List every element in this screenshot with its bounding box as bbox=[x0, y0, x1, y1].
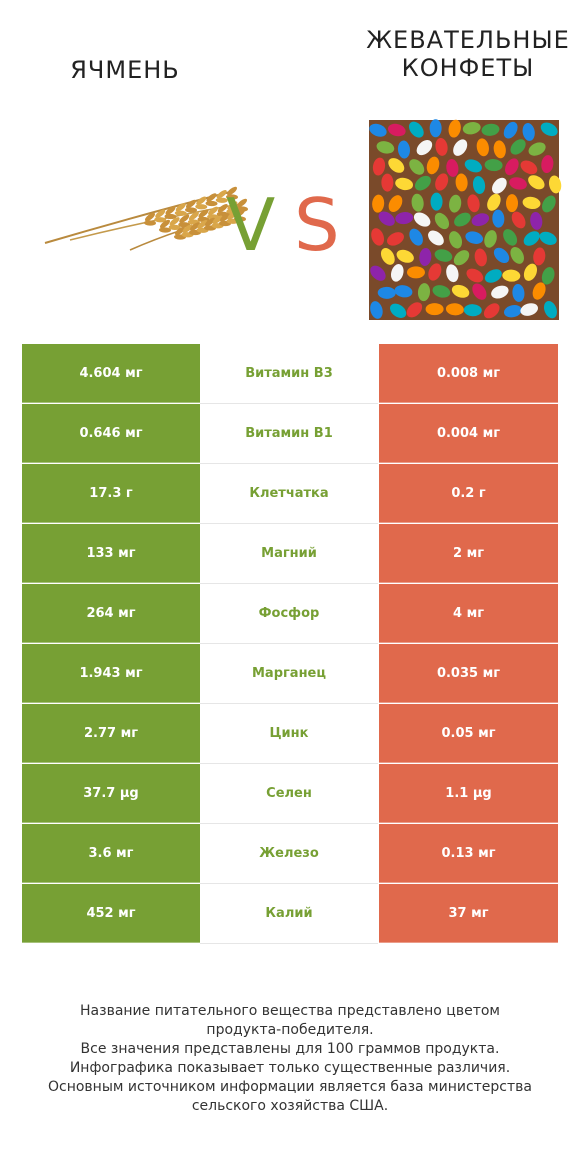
left-value-cell: 4.604 мг bbox=[22, 344, 200, 403]
left-value-cell: 1.943 мг bbox=[22, 644, 200, 703]
table-row: 37.7 µg Селен 1.1 µg bbox=[22, 764, 558, 823]
footnote-line: Основным источником информации является … bbox=[48, 1079, 532, 1095]
table-row: 4.604 мг Витамин B3 0.008 мг bbox=[22, 344, 558, 403]
row-divider bbox=[200, 403, 378, 404]
left-value-cell: 0.646 мг bbox=[22, 404, 200, 463]
hero-illustration: V S bbox=[44, 119, 562, 320]
right-value-cell: 4 мг bbox=[379, 584, 558, 643]
table-row: 0.646 мг Витамин B1 0.004 мг bbox=[22, 404, 558, 463]
nutrient-name-cell: Цинк bbox=[200, 704, 378, 763]
row-divider bbox=[200, 763, 378, 764]
row-divider bbox=[200, 943, 378, 944]
vs-letter-v: V bbox=[226, 183, 275, 267]
table-row: 17.3 г Клетчатка 0.2 г bbox=[22, 464, 558, 523]
nutrient-name-cell: Витамин B1 bbox=[200, 404, 378, 463]
row-divider bbox=[200, 703, 378, 704]
left-value-cell: 37.7 µg bbox=[22, 764, 200, 823]
right-value-cell: 0.008 мг bbox=[379, 344, 558, 403]
nutrient-name-cell: Магний bbox=[200, 524, 378, 583]
row-divider bbox=[200, 463, 378, 464]
table-row: 2.77 мг Цинк 0.05 мг bbox=[22, 704, 558, 763]
left-value-cell: 264 мг bbox=[22, 584, 200, 643]
row-divider bbox=[200, 883, 378, 884]
left-value-cell: 3.6 мг bbox=[22, 824, 200, 883]
right-value-cell: 2 мг bbox=[379, 524, 558, 583]
footnote: Название питательного вещества представл… bbox=[20, 1002, 560, 1116]
row-divider bbox=[200, 523, 378, 524]
right-product-title: ЖЕВАТЕЛЬНЫЕ КОНФЕТЫ bbox=[360, 26, 576, 82]
row-divider bbox=[200, 643, 378, 644]
table-row: 133 мг Магний 2 мг bbox=[22, 524, 558, 583]
right-value-cell: 0.2 г bbox=[379, 464, 558, 523]
vs-letter-s: S bbox=[294, 183, 340, 267]
right-value-cell: 1.1 µg bbox=[379, 764, 558, 823]
right-value-cell: 0.035 мг bbox=[379, 644, 558, 703]
footnote-line: Инфографика показывает только существенн… bbox=[69, 1060, 511, 1076]
left-value-cell: 452 мг bbox=[22, 884, 200, 943]
right-value-cell: 0.004 мг bbox=[379, 404, 558, 463]
left-value-cell: 2.77 мг bbox=[22, 704, 200, 763]
nutrient-name-cell: Клетчатка bbox=[200, 464, 378, 523]
table-row: 452 мг Калий 37 мг bbox=[22, 884, 558, 943]
right-value-cell: 0.05 мг bbox=[379, 704, 558, 763]
jelly-beans-icon bbox=[369, 119, 562, 320]
table-row: 3.6 мг Железо 0.13 мг bbox=[22, 824, 558, 883]
row-divider bbox=[200, 583, 378, 584]
nutrient-name-cell: Марганец bbox=[200, 644, 378, 703]
table-row: 264 мг Фосфор 4 мг bbox=[22, 584, 558, 643]
left-product-title: ЯЧМЕНЬ bbox=[70, 56, 180, 84]
right-value-cell: 37 мг bbox=[379, 884, 558, 943]
row-divider bbox=[200, 823, 378, 824]
footnote-line: сельского хозяйства США. bbox=[191, 1098, 389, 1114]
footnote-line: продукта-победителя. bbox=[206, 1022, 374, 1038]
left-value-cell: 17.3 г bbox=[22, 464, 200, 523]
right-value-cell: 0.13 мг bbox=[379, 824, 558, 883]
footnote-line: Название питательного вещества представл… bbox=[80, 1003, 500, 1019]
barley-icon bbox=[44, 186, 248, 251]
right-title-line-1: ЖЕВАТЕЛЬНЫЕ bbox=[366, 26, 570, 54]
nutrient-name-cell: Витамин B3 bbox=[200, 344, 378, 403]
nutrient-name-cell: Железо bbox=[200, 824, 378, 883]
table-row: 1.943 мг Марганец 0.035 мг bbox=[22, 644, 558, 703]
right-title-line-2: КОНФЕТЫ bbox=[401, 54, 535, 82]
nutrient-name-cell: Фосфор bbox=[200, 584, 378, 643]
footnote-line: Все значения представлены для 100 граммо… bbox=[80, 1041, 500, 1057]
nutrient-name-cell: Селен bbox=[200, 764, 378, 823]
left-value-cell: 133 мг bbox=[22, 524, 200, 583]
nutrient-name-cell: Калий bbox=[200, 884, 378, 943]
